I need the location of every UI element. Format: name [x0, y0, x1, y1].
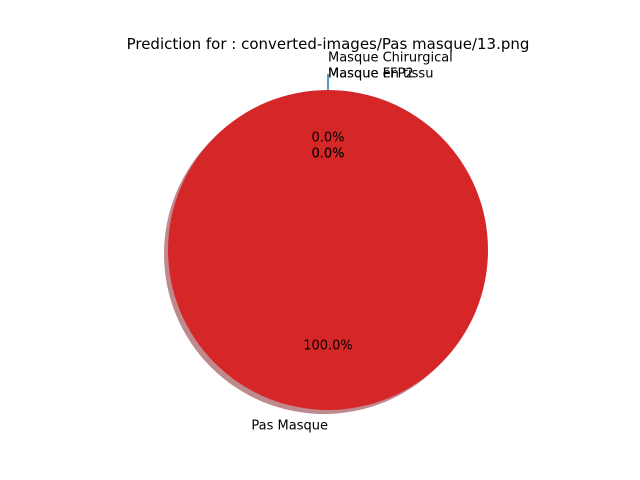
slice-label-masque-chirurgical: Masque Chirurgical: [328, 51, 453, 66]
pie-labels: Masque Chirurgical 0.0% Masque FFP2 0.0% Mas…: [251, 51, 452, 434]
slice-pct-pas-masque: 100.0%: [303, 339, 353, 354]
slice-label-pas-masque: Pas Masque: [251, 419, 328, 434]
slice-pct-masque-ffp2: 0.0%: [311, 147, 344, 162]
slice-pct-masque-chirurgical: 0.0%: [311, 131, 344, 146]
pie-slice-pas-masque: [168, 90, 488, 410]
slice-pct-masque-en-tissu: 0.0%: [311, 147, 344, 162]
slice-label-masque-en-tissu: Masque en tissu: [328, 67, 433, 82]
slice-label-masque-ffp2: Masque FFP2: [328, 67, 414, 82]
pie-slices: [168, 74, 488, 410]
chart-title: Prediction for : converted-images/Pas ma…: [127, 35, 530, 53]
